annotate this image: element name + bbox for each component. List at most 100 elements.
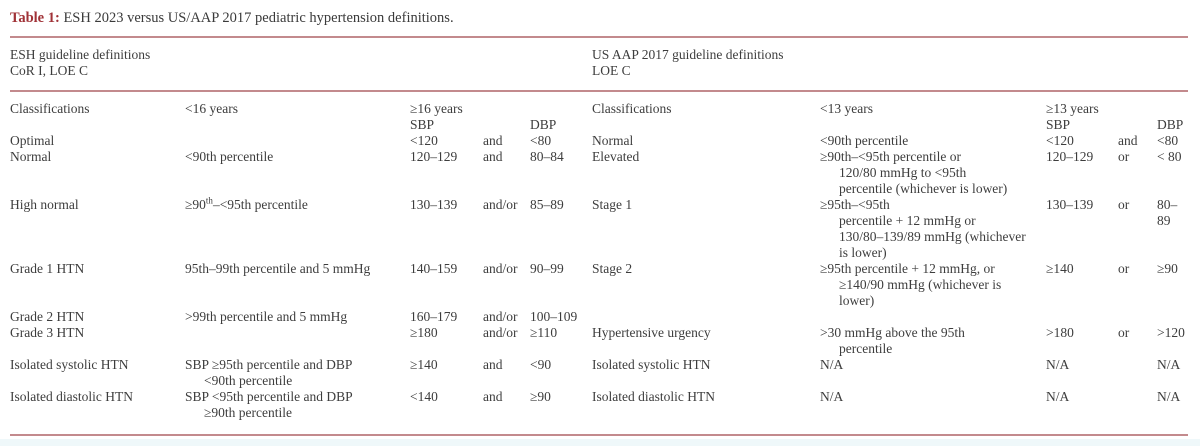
table-figure: Table 1: ESH 2023 versus US/AAP 2017 ped…	[10, 0, 1190, 436]
cell-esh-operator: and	[483, 149, 503, 164]
cell-esh-operator: and/or	[483, 309, 518, 324]
definition-text-post: –<95th percentile	[212, 197, 308, 212]
aap-col-dbp: DBP	[1157, 117, 1184, 132]
cell-esh-dbp: <80	[530, 133, 552, 148]
cell-aap-operator	[1118, 357, 1157, 389]
cell-esh-operator: and/or	[483, 197, 518, 212]
cell-esh-class: Grade 1 HTN	[10, 261, 85, 276]
cell-esh-definition: 95th–99th percentile and 5 mmHg	[185, 261, 371, 276]
aap-section-subtitle: LOE C	[592, 63, 631, 78]
cell-esh-definition: SBP ≥95th percentile and DBP <90th perce…	[185, 357, 353, 388]
cell-aap-dbp: N/A	[1157, 357, 1181, 372]
cell-aap-definition: ≥95th–<95th percentile + 12 mmHg or 130/…	[820, 197, 1026, 260]
cell-aap-class: Stage 1	[592, 197, 633, 212]
cell-aap-operator: or	[1118, 197, 1130, 212]
cell-esh-definition: <90th percentile	[185, 149, 274, 164]
cell-aap-class	[592, 309, 820, 325]
cell-esh-operator: and	[483, 389, 503, 404]
cell-aap-definition: ≥95th percentile + 12 mmHg, or ≥140/90 m…	[820, 261, 1002, 308]
cell-esh-operator: and/or	[483, 325, 518, 340]
cell-esh-class: Normal	[10, 149, 52, 164]
table-caption: Table 1: ESH 2023 versus US/AAP 2017 ped…	[10, 0, 1190, 27]
cell-esh-definition: ≥90th–<95th percentile	[185, 197, 410, 261]
cell-esh-sbp: <140	[410, 389, 438, 404]
cell-aap-operator: or	[1118, 325, 1130, 340]
esh-col-classifications: Classifications	[10, 101, 90, 116]
cell-esh-definition	[185, 325, 410, 357]
table-row-grade1-stage2: Grade 1 HTN 95th–99th percentile and 5 m…	[10, 261, 1188, 309]
cell-esh-sbp: <120	[410, 133, 438, 148]
cell-aap-class: Hypertensive urgency	[592, 325, 711, 340]
aap-sbp-label: SBP	[1046, 117, 1071, 132]
cell-esh-dbp: ≥90	[530, 389, 551, 404]
esh-older-age-label: ≥16 years	[410, 101, 463, 116]
cell-aap-dbp	[1157, 309, 1188, 325]
cell-aap-sbp	[1046, 309, 1118, 325]
aap-older-age-label: ≥13 years	[1046, 101, 1099, 116]
cell-aap-operator: or	[1118, 261, 1130, 276]
aap-col-operator	[1118, 91, 1157, 133]
cell-esh-class: Optimal	[10, 133, 55, 148]
esh-col-operator	[483, 91, 530, 133]
table-row-isolated-systolic: Isolated systolic HTN SBP ≥95th percenti…	[10, 357, 1188, 389]
cell-esh-operator: and	[483, 133, 503, 148]
cell-esh-sbp: ≥140	[410, 357, 438, 372]
esh-col-dbp: DBP	[530, 117, 557, 132]
cell-esh-definition: SBP <95th percentile and DBP ≥90th perce…	[185, 389, 353, 420]
superscript-th: th	[205, 197, 213, 206]
esh-section-header: ESH guideline definitions CoR I, LOE C	[10, 36, 592, 92]
cell-esh-dbp: <90	[530, 357, 552, 372]
cell-aap-operator: or	[1118, 149, 1130, 164]
cell-aap-class: Isolated systolic HTN	[592, 357, 711, 372]
cell-esh-operator: and	[483, 357, 503, 372]
cell-esh-dbp: ≥110	[530, 325, 558, 340]
cell-esh-class: Grade 3 HTN	[10, 325, 85, 340]
cell-aap-dbp: 80–89	[1157, 197, 1178, 228]
cell-esh-dbp: 80–84	[530, 149, 564, 164]
esh-section-subtitle: CoR I, LOE C	[10, 63, 89, 78]
table-row-grade3-urgency: Grade 3 HTN ≥180 and/or ≥110 Hypertensiv…	[10, 325, 1188, 357]
cell-esh-operator: and/or	[483, 261, 518, 276]
comparison-table: ESH guideline definitions CoR I, LOE C U…	[10, 36, 1189, 436]
cell-esh-class: High normal	[10, 197, 79, 212]
cell-esh-dbp: 85–89	[530, 197, 564, 212]
cell-esh-sbp: 130–139	[410, 197, 458, 212]
cell-esh-definition: >99th percentile and 5 mmHg	[185, 309, 348, 324]
cell-aap-definition	[820, 309, 1046, 325]
cell-esh-sbp: 160–179	[410, 309, 458, 324]
table-row-normal-elevated: Normal <90th percentile 120–129 and 80–8…	[10, 149, 1188, 197]
column-header-row: Classifications <16 years ≥16 years SBP …	[10, 91, 1188, 133]
cell-aap-operator	[1118, 309, 1157, 325]
cell-aap-definition: <90th percentile	[820, 133, 909, 148]
cell-aap-definition: >30 mmHg above the 95th percentile	[820, 325, 965, 356]
cell-esh-class: Isolated diastolic HTN	[10, 389, 133, 404]
cell-aap-sbp: N/A	[1046, 389, 1070, 404]
cell-aap-sbp: 120–129	[1046, 149, 1094, 164]
page-background-strip	[0, 439, 1200, 446]
cell-aap-class: Elevated	[592, 149, 640, 164]
aap-section-header: US AAP 2017 guideline definitions LOE C	[592, 36, 1189, 92]
table-row-grade2: Grade 2 HTN >99th percentile and 5 mmHg …	[10, 309, 1188, 325]
table-row-highnormal-stage1: High normal ≥90th–<95th percentile 130–1…	[10, 197, 1188, 261]
table-row-optimal-normal: Optimal <120 and <80 Normal <90th percen…	[10, 133, 1188, 149]
table-caption-text: ESH 2023 versus US/AAP 2017 pediatric hy…	[59, 10, 454, 26]
section-header-row: ESH guideline definitions CoR I, LOE C U…	[10, 36, 1189, 92]
cell-esh-definition	[185, 133, 410, 149]
cell-esh-class: Grade 2 HTN	[10, 309, 85, 324]
cell-aap-definition: N/A	[820, 389, 844, 404]
cell-esh-dbp: 100–109	[530, 309, 578, 324]
cell-aap-dbp: <80	[1157, 133, 1179, 148]
esh-col-younger-age: <16 years	[185, 101, 238, 116]
cell-aap-class: Normal	[592, 133, 634, 148]
cell-aap-operator: and	[1118, 133, 1138, 148]
cell-aap-class: Isolated diastolic HTN	[592, 389, 715, 404]
cell-esh-dbp: 90–99	[530, 261, 564, 276]
cell-aap-sbp: N/A	[1046, 357, 1070, 372]
cell-aap-dbp: ≥90	[1157, 261, 1178, 276]
aap-col-classifications: Classifications	[592, 101, 672, 116]
aap-col-younger-age: <13 years	[820, 101, 873, 116]
cell-aap-sbp: ≥140	[1046, 261, 1074, 276]
esh-section-title: ESH guideline definitions	[10, 47, 151, 62]
cell-esh-sbp: ≥180	[410, 325, 438, 340]
cell-aap-definition: ≥90th–<95th percentile or 120/80 mmHg to…	[820, 149, 1008, 196]
